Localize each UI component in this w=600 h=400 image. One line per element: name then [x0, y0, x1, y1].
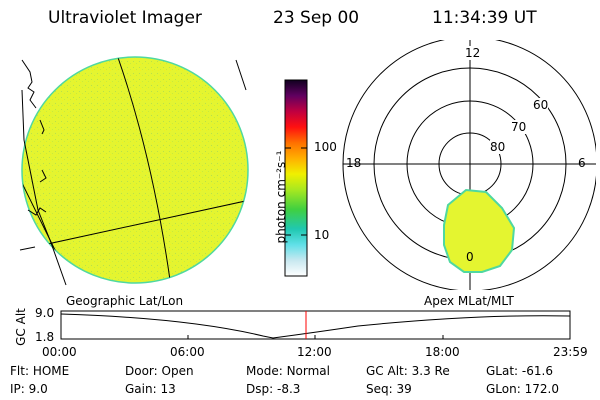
timeline-y-label: GC Alt — [14, 308, 28, 346]
auroral-oval — [443, 188, 516, 273]
mlt-label-18: 18 — [346, 156, 362, 170]
coastline — [21, 59, 37, 109]
info-mode: Mode: Normal — [246, 364, 330, 378]
timeline-x-tick: 12:00 — [297, 345, 332, 359]
timeline-plot — [60, 310, 571, 340]
timeline-y-tick-top: 9.0 — [35, 306, 55, 320]
mlt-label-0: 0 — [466, 250, 474, 264]
coastline — [39, 169, 47, 183]
observation-date: 23 Sep 00 — [273, 8, 360, 28]
latitude-line — [22, 199, 248, 251]
coastline — [27, 207, 47, 216]
timeline-x-tick: 00:00 — [42, 345, 77, 359]
timeline-y-tick-bottom: 1.8 — [35, 330, 55, 344]
timeline-x-tick: 06:00 — [170, 345, 205, 359]
info-gc-alt: GC Alt: 3.3 Re — [366, 364, 450, 378]
info-glon: GLon: 172.0 — [486, 382, 559, 396]
earth-disk — [21, 56, 249, 284]
observation-time: 11:34:39 UT — [432, 8, 537, 28]
timeline-right-title: Apex MLat/MLT — [424, 294, 514, 308]
colorbar-unit-label: photon cm⁻²s⁻¹ — [274, 150, 288, 244]
timeline-left-title: Geographic Lat/Lon — [66, 294, 184, 308]
mlat-label-80: 80 — [490, 140, 506, 154]
info-ip: IP: 9.0 — [10, 382, 48, 396]
info-door: Door: Open — [125, 364, 194, 378]
info-gain: Gain: 13 — [125, 382, 176, 396]
mlat-label-70: 70 — [511, 120, 527, 134]
longitude-line — [21, 89, 67, 286]
info-dsp: Dsp: -8.3 — [246, 382, 301, 396]
coastline — [235, 59, 247, 91]
mlt-label-6: 6 — [578, 156, 586, 170]
longitude-line — [107, 57, 171, 281]
timeline-x-tick: 18:00 — [425, 345, 460, 359]
polar-plot — [342, 40, 596, 290]
colorbar-tick-10: 10 — [314, 228, 330, 242]
mlat-label-60: 60 — [533, 98, 549, 112]
instrument-title: Ultraviolet Imager — [48, 8, 202, 28]
geographic-image — [19, 56, 249, 286]
mlt-label-12: 12 — [465, 46, 481, 60]
altitude-curve — [60, 313, 571, 339]
colorbar-tick-100: 100 — [314, 140, 337, 154]
colorbar — [284, 79, 308, 277]
info-glat: GLat: -61.6 — [486, 364, 553, 378]
info-seq: Seq: 39 — [366, 382, 412, 396]
latitude-line — [19, 246, 36, 251]
coastline — [39, 119, 45, 135]
info-flight: Flt: HOME — [10, 364, 70, 378]
timeline-x-tick: 23:59 — [553, 345, 588, 359]
